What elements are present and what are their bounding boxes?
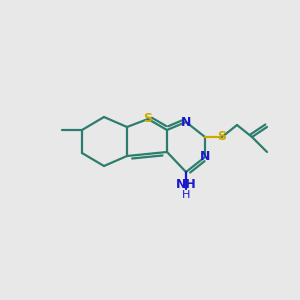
Text: H: H xyxy=(182,190,190,200)
Text: S: S xyxy=(218,130,226,143)
Text: S: S xyxy=(143,112,152,125)
Text: NH: NH xyxy=(176,178,197,191)
Text: N: N xyxy=(181,116,191,128)
Text: N: N xyxy=(200,151,210,164)
